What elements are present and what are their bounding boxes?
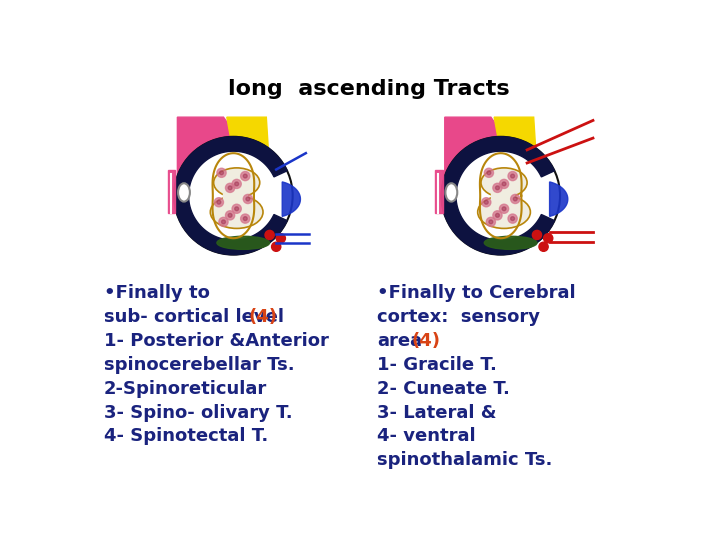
Circle shape — [513, 197, 517, 201]
Circle shape — [510, 174, 515, 178]
Circle shape — [502, 182, 506, 186]
Ellipse shape — [485, 237, 537, 249]
Ellipse shape — [178, 183, 190, 201]
Text: 3- Spino- olivary T.: 3- Spino- olivary T. — [104, 403, 292, 422]
Ellipse shape — [214, 168, 260, 197]
Circle shape — [217, 200, 221, 204]
Circle shape — [228, 213, 232, 217]
Polygon shape — [549, 182, 568, 217]
Circle shape — [215, 198, 223, 207]
Text: 1- Gracile T.: 1- Gracile T. — [377, 356, 497, 374]
Circle shape — [240, 214, 250, 223]
Text: sub- cortical level: sub- cortical level — [104, 308, 290, 326]
Text: 2- Cuneate T.: 2- Cuneate T. — [377, 380, 510, 398]
Text: spinocerebellar Ts.: spinocerebellar Ts. — [104, 356, 294, 374]
Text: 1- Posterior &Anterior: 1- Posterior &Anterior — [104, 332, 329, 350]
Polygon shape — [441, 137, 554, 254]
Circle shape — [485, 200, 488, 204]
Ellipse shape — [477, 195, 531, 228]
Circle shape — [217, 168, 226, 177]
Circle shape — [219, 217, 228, 226]
Circle shape — [271, 242, 281, 251]
Circle shape — [487, 171, 491, 175]
Circle shape — [495, 213, 500, 217]
Circle shape — [228, 186, 232, 190]
Circle shape — [544, 234, 553, 243]
Circle shape — [220, 171, 223, 175]
Circle shape — [508, 214, 517, 223]
Circle shape — [225, 211, 235, 220]
Polygon shape — [494, 117, 537, 189]
Circle shape — [493, 211, 502, 220]
Text: 4- Spinotectal T.: 4- Spinotectal T. — [104, 428, 268, 445]
Circle shape — [500, 204, 508, 213]
Circle shape — [500, 179, 508, 188]
Circle shape — [246, 197, 250, 201]
Circle shape — [265, 231, 274, 240]
Circle shape — [510, 194, 520, 204]
Text: area: area — [377, 332, 422, 350]
Circle shape — [232, 204, 241, 213]
Ellipse shape — [217, 237, 269, 249]
Ellipse shape — [210, 195, 263, 228]
Circle shape — [441, 137, 560, 254]
Circle shape — [243, 174, 247, 178]
Polygon shape — [227, 117, 269, 189]
Bar — [223, 186, 246, 212]
Circle shape — [225, 183, 235, 192]
Text: 2-Spinoreticular: 2-Spinoreticular — [104, 380, 267, 398]
Circle shape — [502, 207, 506, 211]
Circle shape — [174, 137, 292, 254]
Circle shape — [243, 217, 247, 220]
Circle shape — [235, 182, 238, 186]
Text: (4): (4) — [248, 308, 277, 326]
Circle shape — [510, 217, 515, 220]
Text: long  ascending Tracts: long ascending Tracts — [228, 79, 510, 99]
Polygon shape — [177, 117, 246, 202]
Circle shape — [489, 220, 493, 224]
Text: •Finally to Cerebral: •Finally to Cerebral — [377, 284, 575, 302]
Text: cortex:  sensory: cortex: sensory — [377, 308, 540, 326]
Circle shape — [243, 194, 253, 204]
Circle shape — [232, 179, 241, 188]
Circle shape — [235, 207, 238, 211]
Ellipse shape — [446, 183, 457, 201]
Text: (4): (4) — [412, 332, 441, 350]
Circle shape — [240, 172, 250, 181]
Circle shape — [493, 183, 502, 192]
Text: •Finally to: •Finally to — [104, 284, 210, 302]
Bar — [435, 170, 443, 213]
Ellipse shape — [481, 168, 527, 197]
Polygon shape — [445, 117, 514, 202]
Circle shape — [486, 217, 495, 226]
Bar — [168, 170, 176, 213]
Circle shape — [495, 186, 500, 190]
Circle shape — [276, 234, 285, 243]
Circle shape — [508, 172, 517, 181]
Polygon shape — [174, 137, 287, 254]
Polygon shape — [282, 182, 300, 217]
Circle shape — [532, 231, 541, 240]
Text: spinothalamic Ts.: spinothalamic Ts. — [377, 451, 552, 469]
Circle shape — [482, 198, 491, 207]
Circle shape — [539, 242, 548, 251]
Text: 4- ventral: 4- ventral — [377, 428, 475, 445]
Bar — [491, 186, 514, 212]
Circle shape — [485, 168, 493, 177]
Circle shape — [222, 220, 225, 224]
Text: 3- Lateral &: 3- Lateral & — [377, 403, 496, 422]
